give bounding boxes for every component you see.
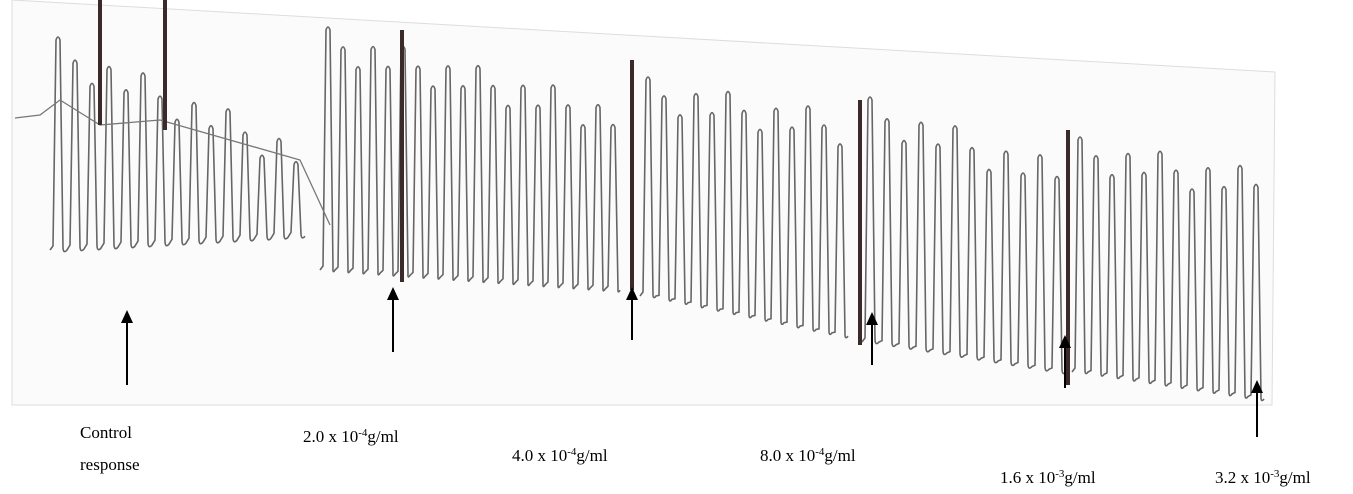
dose-unit: g/ml (824, 446, 856, 465)
arrow-head (626, 287, 638, 300)
arrow-head (121, 310, 133, 323)
trace-line (1071, 136, 1265, 402)
dose-label: 4.0 x 10-4g/ml (512, 440, 608, 472)
arrow-head (1251, 380, 1263, 393)
dose-unit: g/ml (576, 446, 608, 465)
trace-line (861, 96, 1067, 375)
control-line: Control (80, 423, 132, 442)
arrow-head (866, 312, 878, 325)
trace-line (49, 36, 306, 253)
dose-base: 1.6 x 10 (1000, 468, 1056, 487)
dose-exponent: -3 (1270, 468, 1280, 480)
dose-exponent: -3 (1055, 468, 1065, 480)
dose-label: 3.2 x 10-3g/ml (1215, 462, 1311, 494)
dose-base: 3.2 x 10 (1215, 468, 1271, 487)
dose-base: 4.0 x 10 (512, 446, 568, 465)
trace-group (14, 0, 1265, 402)
dose-exponent: -4 (567, 446, 577, 458)
dose-unit: g/ml (367, 427, 399, 446)
dose-unit: g/ml (1279, 468, 1311, 487)
dose-label: 8.0 x 10-4g/ml (760, 440, 856, 472)
control-label: Control response (80, 417, 139, 481)
trace-line (319, 26, 621, 293)
dose-base: 2.0 x 10 (303, 427, 359, 446)
arrow-head (1059, 335, 1071, 348)
control-line: response (80, 455, 140, 474)
dose-exponent: -4 (358, 427, 368, 439)
dose-unit: g/ml (1064, 468, 1096, 487)
arrow-group (121, 287, 1263, 437)
trace-line (639, 76, 849, 339)
dose-exponent: -4 (815, 446, 825, 458)
dose-base: 8.0 x 10 (760, 446, 816, 465)
dose-label: 2.0 x 10-4g/ml (303, 421, 399, 453)
arrow-head (387, 287, 399, 300)
dose-label: 1.6 x 10-3g/ml (1000, 462, 1096, 494)
